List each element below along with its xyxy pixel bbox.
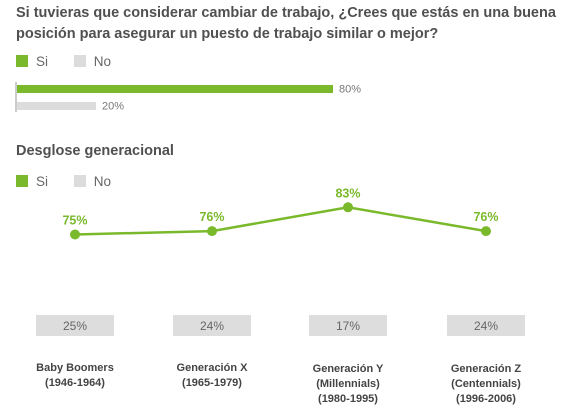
no-bar-label: 24%	[200, 319, 224, 333]
legend-label-no: No	[93, 54, 112, 69]
si-point-label: 76%	[199, 210, 224, 224]
legend-item-si: Si	[16, 174, 48, 189]
chart-title: Si tuvieras que considerar cambiar de tr…	[16, 5, 556, 42]
no-bar-label: 25%	[63, 319, 87, 333]
no-bar	[173, 315, 251, 336]
legend-swatch-si	[16, 55, 28, 67]
category-label: Generación X	[177, 362, 249, 374]
legend-generational: Si No	[16, 174, 133, 189]
si-point	[343, 202, 353, 213]
no-bar-label: 17%	[336, 319, 360, 333]
si-point	[481, 226, 491, 237]
section-title-generacional: Desglose generacional	[16, 143, 174, 159]
bar-label-no: 20%	[102, 101, 124, 113]
category-label: (Centennials)	[451, 378, 521, 390]
legend-item-no: No	[73, 174, 112, 189]
no-bar	[309, 315, 387, 336]
legend-swatch-no	[73, 175, 86, 187]
si-point	[207, 226, 217, 237]
si-line	[74, 206, 487, 236]
category-label: (1946-1964)	[45, 377, 105, 389]
category-label: (Millennials)	[316, 378, 380, 390]
si-point-label: 75%	[62, 214, 87, 228]
si-point-label: 83%	[335, 186, 360, 200]
bar-label-si: 80%	[339, 84, 361, 96]
si-point	[70, 229, 80, 240]
category-label: (1965-1979)	[182, 377, 242, 389]
no-bar	[36, 315, 114, 336]
category-label: (1996-2006)	[456, 393, 516, 405]
legend-label-si: Si	[36, 54, 49, 69]
bar-si	[17, 85, 333, 93]
legend-label-no: No	[93, 174, 112, 189]
no-bar	[447, 315, 525, 336]
legend-swatch-si	[16, 175, 28, 187]
no-bar-label: 24%	[474, 319, 498, 333]
category-label: Generación Y	[313, 363, 384, 375]
legend-item-no: No	[73, 54, 112, 69]
legend-item-si: Si	[16, 54, 48, 69]
legend-label-si: Si	[36, 174, 49, 189]
category-label: Baby Boomers	[36, 362, 114, 374]
category-label: (1980-1995)	[318, 393, 378, 405]
category-label: Generación Z	[451, 363, 522, 375]
si-point-label: 76%	[473, 210, 498, 224]
legend-top: Si No	[16, 54, 133, 69]
legend-swatch-no	[73, 55, 86, 67]
bar-no	[17, 102, 96, 110]
